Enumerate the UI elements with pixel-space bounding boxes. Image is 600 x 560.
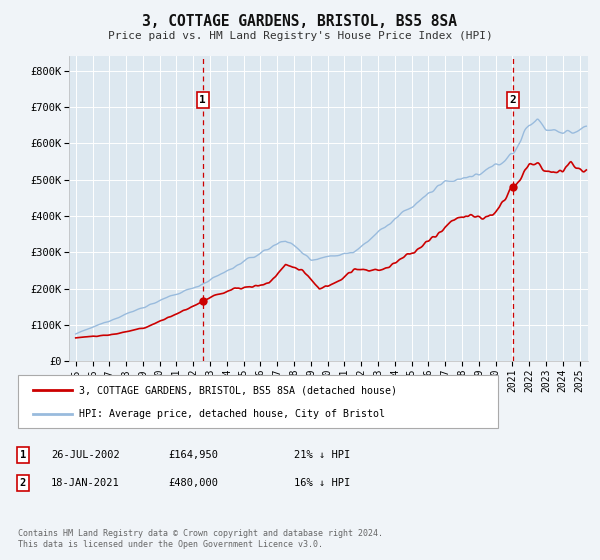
Text: 2: 2 <box>510 95 517 105</box>
Text: HPI: Average price, detached house, City of Bristol: HPI: Average price, detached house, City… <box>79 408 385 418</box>
Text: 26-JUL-2002: 26-JUL-2002 <box>51 450 120 460</box>
Text: 21% ↓ HPI: 21% ↓ HPI <box>294 450 350 460</box>
Text: Price paid vs. HM Land Registry's House Price Index (HPI): Price paid vs. HM Land Registry's House … <box>107 31 493 41</box>
Text: Contains HM Land Registry data © Crown copyright and database right 2024.
This d: Contains HM Land Registry data © Crown c… <box>18 529 383 549</box>
Text: 1: 1 <box>199 95 206 105</box>
Text: £164,950: £164,950 <box>168 450 218 460</box>
Text: £480,000: £480,000 <box>168 478 218 488</box>
Text: 3, COTTAGE GARDENS, BRISTOL, BS5 8SA (detached house): 3, COTTAGE GARDENS, BRISTOL, BS5 8SA (de… <box>79 385 397 395</box>
Text: 2: 2 <box>20 478 26 488</box>
Text: 18-JAN-2021: 18-JAN-2021 <box>51 478 120 488</box>
Text: 16% ↓ HPI: 16% ↓ HPI <box>294 478 350 488</box>
Text: 1: 1 <box>20 450 26 460</box>
Text: 3, COTTAGE GARDENS, BRISTOL, BS5 8SA: 3, COTTAGE GARDENS, BRISTOL, BS5 8SA <box>143 14 458 29</box>
